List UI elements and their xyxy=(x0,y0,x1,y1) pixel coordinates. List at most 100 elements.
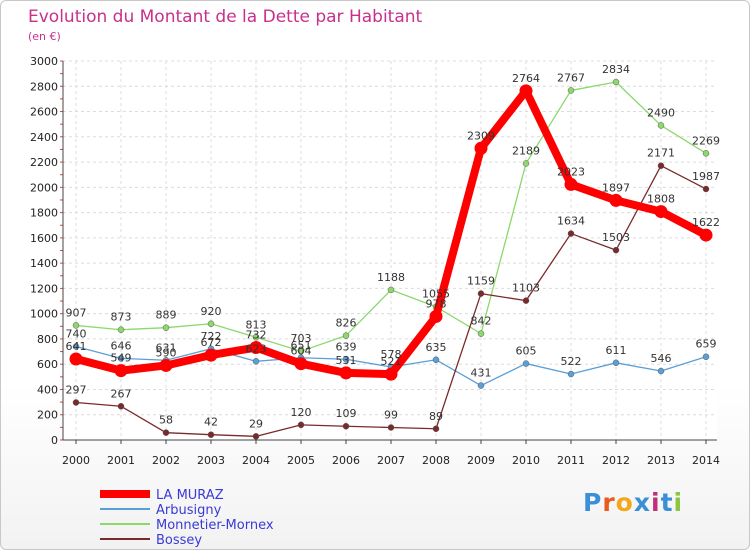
data-point xyxy=(162,429,170,436)
data-point xyxy=(657,162,665,169)
data-label: 907 xyxy=(66,306,87,319)
y-tick-label: 1600 xyxy=(30,232,58,245)
data-label: 651 xyxy=(291,339,312,352)
legend-label: Bossey xyxy=(156,533,202,548)
data-label: 590 xyxy=(156,346,177,359)
x-tick-label: 2001 xyxy=(107,454,135,467)
y-tick-label: 2800 xyxy=(30,80,58,93)
data-label: 1808 xyxy=(647,193,675,206)
x-tick-label: 2010 xyxy=(512,454,540,467)
data-label: 2490 xyxy=(647,106,675,119)
data-label: 2189 xyxy=(512,144,540,157)
y-tick-label: 1000 xyxy=(30,308,58,321)
data-point xyxy=(297,347,305,355)
data-label: 641 xyxy=(66,340,87,353)
logo-letter: P xyxy=(583,488,603,517)
x-tick-label: 2000 xyxy=(62,454,90,467)
data-point xyxy=(294,357,308,371)
data-label: 297 xyxy=(66,383,87,396)
data-label: 978 xyxy=(426,297,447,310)
logo-letter: r xyxy=(602,488,616,517)
chart-title: Evolution du Montant de la Dette par Hab… xyxy=(28,7,423,27)
data-label: 703 xyxy=(291,332,312,345)
data-point xyxy=(72,322,80,329)
logo-letter: x xyxy=(633,488,651,517)
x-tick-label: 2014 xyxy=(692,454,720,467)
data-point xyxy=(612,78,620,86)
data-point xyxy=(339,366,353,380)
data-label: 920 xyxy=(201,305,222,318)
series-group xyxy=(69,78,713,440)
data-point xyxy=(657,122,665,129)
data-label: 2767 xyxy=(557,71,585,84)
y-tick-label: 1800 xyxy=(30,207,58,220)
data-label: 605 xyxy=(516,345,537,358)
data-label: 522 xyxy=(561,355,582,368)
data-point xyxy=(612,359,620,367)
data-label: 2171 xyxy=(647,147,675,160)
data-label: 549 xyxy=(111,352,132,365)
data-label: 740 xyxy=(66,328,87,341)
data-label: 659 xyxy=(696,338,717,351)
data-label: 646 xyxy=(111,339,132,352)
data-point xyxy=(657,367,665,375)
data-point xyxy=(474,141,488,155)
logo-letter: o xyxy=(615,488,634,517)
data-label: 546 xyxy=(651,352,672,365)
data-label: 1634 xyxy=(557,215,585,228)
x-tick-label: 2002 xyxy=(152,454,180,467)
data-label: 639 xyxy=(336,340,357,353)
data-label: 521 xyxy=(381,355,402,368)
data-label: 732 xyxy=(246,329,267,342)
data-label: 813 xyxy=(246,318,267,331)
logo-letter: i xyxy=(651,488,661,517)
data-label: 1987 xyxy=(692,170,720,183)
data-label: 672 xyxy=(201,336,222,349)
y-tick-label: 800 xyxy=(37,333,58,346)
data-labels: 641 549 590 672 732 604 531 521 978 2309 2764 2023 1… xyxy=(66,63,721,430)
data-point xyxy=(477,382,485,389)
data-label: 635 xyxy=(426,341,447,354)
data-label: 29 xyxy=(249,417,263,430)
data-label: 842 xyxy=(471,315,492,328)
data-point xyxy=(342,332,350,339)
x-tick-label: 2005 xyxy=(287,454,315,467)
data-label: 1103 xyxy=(512,282,540,295)
data-label: 1188 xyxy=(377,271,405,284)
data-point xyxy=(564,177,578,191)
x-tick-label: 2009 xyxy=(467,454,495,467)
data-label: 2309 xyxy=(467,129,495,142)
data-label: 267 xyxy=(111,387,132,400)
data-point xyxy=(567,87,575,94)
logo-letter: t xyxy=(660,488,674,517)
data-point xyxy=(114,364,128,378)
legend-label: Arbusigny xyxy=(156,503,222,518)
data-point xyxy=(159,358,173,372)
data-point xyxy=(519,84,533,98)
data-label: 531 xyxy=(336,354,357,367)
data-label: 623 xyxy=(246,342,267,355)
data-point xyxy=(69,352,83,366)
data-label: 1622 xyxy=(692,216,720,229)
data-label: 826 xyxy=(336,317,357,330)
x-tick-label: 2006 xyxy=(332,454,360,467)
data-point xyxy=(702,353,710,360)
data-point xyxy=(252,433,260,440)
x-tick-label: 2011 xyxy=(557,454,585,467)
data-point xyxy=(432,356,440,364)
data-label: 2834 xyxy=(602,63,630,76)
data-point xyxy=(387,424,395,431)
logo-letter: i xyxy=(673,488,684,517)
data-label: 578 xyxy=(381,348,402,361)
data-label: 1897 xyxy=(602,181,630,194)
y-tick-label: 1400 xyxy=(30,257,58,270)
y-tick-label: 2200 xyxy=(30,156,58,169)
data-label: 2023 xyxy=(557,165,585,178)
y-tick-label: 600 xyxy=(37,358,58,371)
data-point xyxy=(522,160,530,167)
data-label: 889 xyxy=(156,309,177,322)
data-point xyxy=(72,343,80,350)
data-label: 2764 xyxy=(512,72,540,85)
